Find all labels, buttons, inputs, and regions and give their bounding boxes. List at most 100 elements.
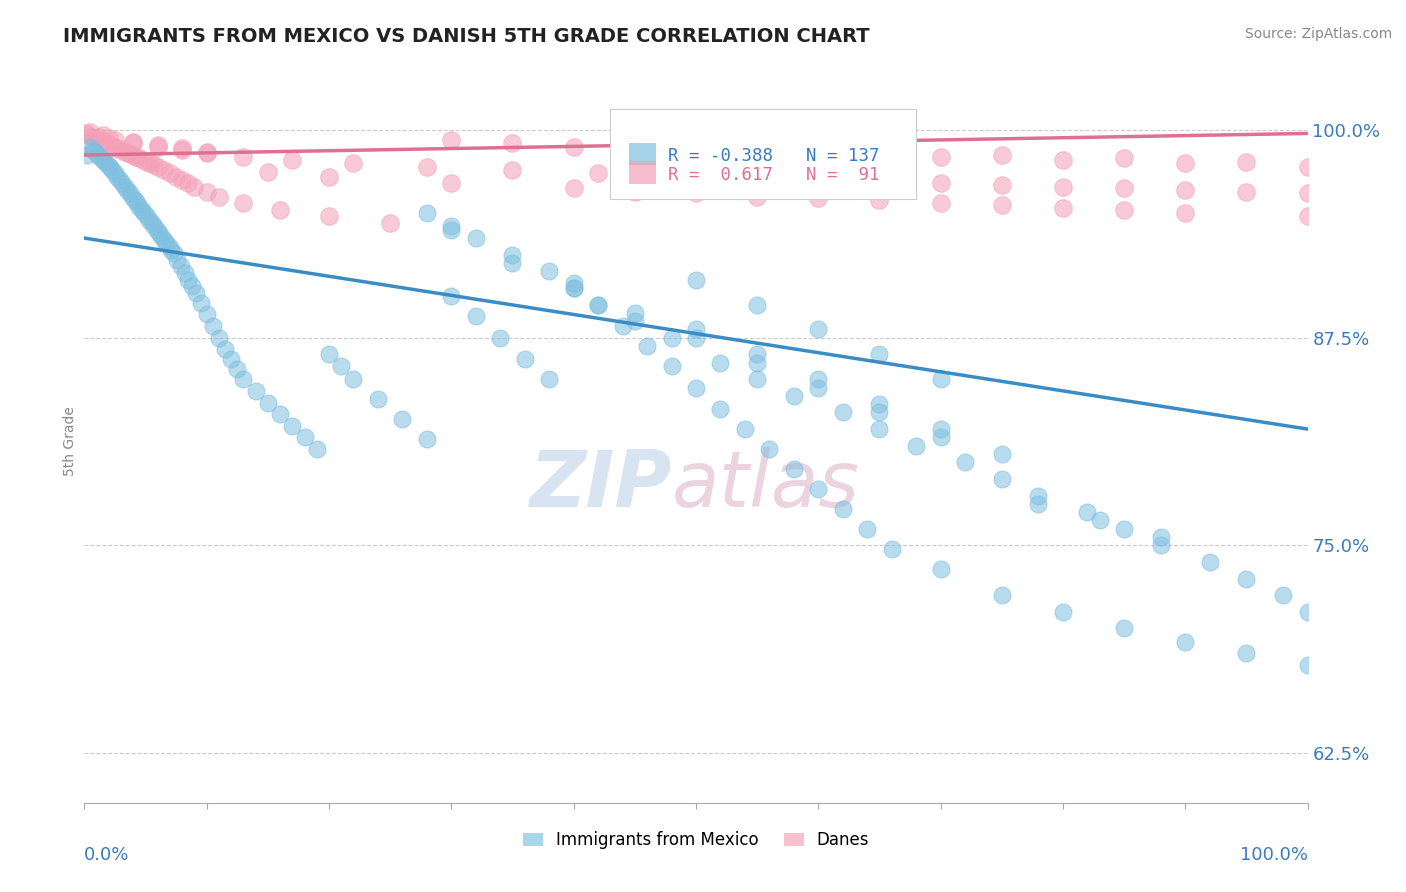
Point: [172, 143, 194, 157]
Point: [105, 141, 128, 155]
Point: [562, 281, 585, 295]
Point: [562, 139, 585, 153]
Point: [138, 212, 160, 227]
Point: [155, 235, 177, 250]
Point: [991, 472, 1014, 486]
Point: [869, 397, 891, 411]
Bar: [628, 143, 655, 165]
Point: [1028, 489, 1050, 503]
Point: [538, 264, 561, 278]
Point: [232, 150, 254, 164]
Point: [869, 347, 891, 361]
Point: [159, 166, 181, 180]
Point: [89, 150, 111, 164]
Point: [747, 297, 769, 311]
Point: [685, 272, 707, 286]
Point: [150, 229, 173, 244]
Point: [807, 146, 830, 161]
Point: [856, 522, 879, 536]
Point: [636, 339, 658, 353]
Point: [117, 146, 139, 161]
Point: [538, 372, 561, 386]
Point: [269, 202, 291, 217]
Point: [101, 163, 124, 178]
Point: [1174, 183, 1197, 197]
Point: [869, 175, 891, 189]
Point: [342, 372, 364, 386]
Point: [94, 154, 117, 169]
Point: [685, 186, 707, 201]
Point: [122, 136, 145, 151]
Point: [146, 139, 169, 153]
Point: [380, 216, 402, 230]
Point: [76, 148, 98, 162]
Point: [184, 285, 207, 300]
Point: [991, 588, 1014, 602]
Point: [84, 131, 107, 145]
Point: [245, 384, 267, 398]
Point: [783, 462, 806, 476]
Point: [177, 176, 200, 190]
Point: [685, 143, 707, 157]
FancyBboxPatch shape: [610, 109, 917, 200]
Point: [232, 372, 254, 386]
Point: [153, 233, 176, 247]
Point: [208, 189, 231, 203]
Point: [391, 412, 413, 426]
Point: [464, 231, 486, 245]
Point: [281, 153, 304, 167]
Point: [440, 223, 463, 237]
Point: [125, 150, 148, 164]
Point: [143, 219, 166, 234]
Point: [208, 331, 231, 345]
Point: [115, 183, 138, 197]
Point: [464, 309, 486, 323]
Point: [869, 422, 891, 436]
Point: [1296, 657, 1319, 672]
Legend: Immigrants from Mexico, Danes: Immigrants from Mexico, Danes: [516, 824, 876, 856]
Text: ZIP: ZIP: [529, 447, 672, 523]
Point: [624, 185, 647, 199]
Point: [831, 501, 853, 516]
Point: [831, 405, 853, 419]
Point: [807, 380, 830, 394]
Point: [1174, 156, 1197, 170]
Point: [685, 331, 707, 345]
Point: [1088, 513, 1111, 527]
Point: [318, 210, 340, 224]
Point: [342, 156, 364, 170]
Point: [170, 260, 193, 274]
Point: [1114, 522, 1136, 536]
Point: [1150, 530, 1173, 544]
Text: R = -0.388: R = -0.388: [668, 147, 773, 165]
Point: [709, 402, 731, 417]
Point: [135, 154, 157, 169]
Point: [98, 160, 121, 174]
Point: [160, 243, 183, 257]
Point: [118, 186, 141, 201]
Point: [97, 158, 120, 172]
Point: [91, 135, 114, 149]
Point: [612, 319, 634, 334]
Point: [440, 219, 463, 234]
Point: [685, 322, 707, 336]
Point: [758, 442, 780, 456]
Point: [1114, 152, 1136, 166]
Point: [1174, 206, 1197, 220]
Point: [709, 356, 731, 370]
Point: [181, 279, 204, 293]
Point: [1296, 210, 1319, 224]
Point: [257, 164, 280, 178]
Point: [929, 176, 952, 190]
Point: [513, 352, 536, 367]
Point: [139, 156, 162, 170]
Point: [869, 405, 891, 419]
Point: [201, 319, 224, 334]
Y-axis label: 5th Grade: 5th Grade: [63, 407, 77, 476]
Point: [1272, 588, 1295, 602]
Point: [80, 129, 103, 144]
Point: [122, 135, 145, 149]
Point: [172, 141, 194, 155]
Point: [502, 248, 524, 262]
Point: [929, 372, 952, 386]
